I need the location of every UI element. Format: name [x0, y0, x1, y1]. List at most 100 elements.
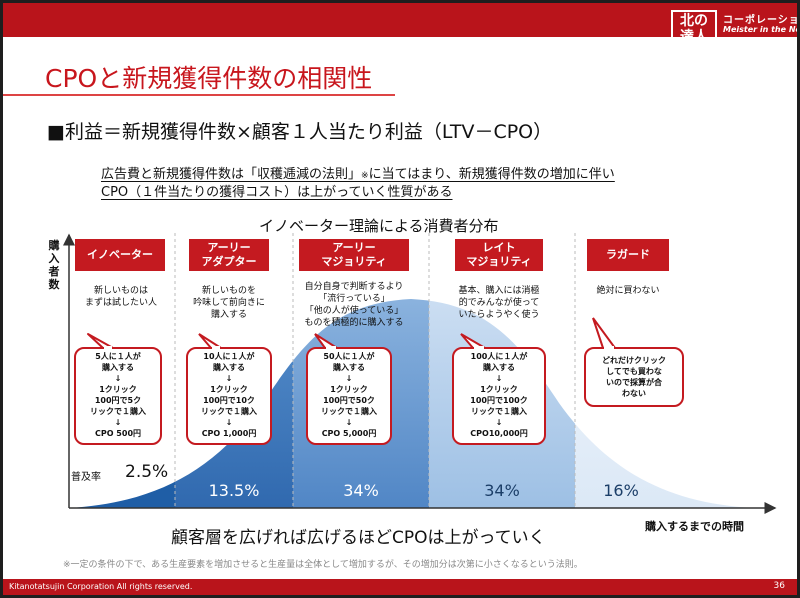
y-axis-label: 購 入 者 数	[47, 239, 61, 291]
segment-name-line: アダプター	[201, 255, 257, 268]
bubble-line: ↓	[225, 374, 233, 383]
segment-name-early-majority: アーリー マジョリティ	[299, 239, 409, 271]
desc-line: 絶対に買わない	[596, 286, 660, 296]
description-line-1: 広告費と新規獲得件数は「収穫逓減の法則」※に当てはまり、新規獲得件数の増加に伴い	[101, 163, 615, 182]
slide-title: CPOと新規獲得件数の相関性	[45, 64, 373, 93]
bubble-line: CPO 1,000円	[201, 429, 257, 438]
bubble-line: 購入する	[333, 363, 365, 372]
footnote: ※一定の条件の下で、ある生産要素を増加させると生産量は全体として増加するが、その…	[63, 560, 583, 570]
segment-name-late-majority: レイト マジョリティ	[455, 239, 543, 271]
bubble-line: ↓	[114, 374, 122, 383]
bubble-line: わない	[622, 389, 646, 398]
segment-name-early-adopter: アーリー アダプター	[189, 239, 269, 271]
bubble-line: CPO 500円	[94, 429, 142, 438]
description-line-2: CPO（１件当たりの獲得コスト）は上がっていく性質がある	[101, 185, 453, 200]
bubble-line: 100人に１人が	[470, 352, 528, 361]
logo-line-2: 達人	[680, 29, 708, 45]
bubble-line: 1クリック	[210, 385, 248, 394]
segment-desc-early-majority: 自分自身で判断するより 「流行っている」 「他の人が使っている」 ものを積極的に…	[289, 281, 419, 329]
desc-line: 「流行っている」	[318, 294, 390, 304]
segment-name-line: ラガード	[606, 248, 650, 261]
percentage-early-majority: 34%	[343, 481, 379, 500]
bubble-line: 購入する	[483, 363, 515, 372]
y-axis-label-char: 数	[48, 278, 60, 291]
percentage-laggard: 16%	[603, 481, 639, 500]
percentage-early-adopter: 13.5%	[208, 481, 260, 500]
bubble-line: 1クリック	[99, 385, 137, 394]
title-underline	[3, 94, 395, 96]
y-axis-label-char: 入	[48, 252, 60, 265]
bubble-text-early-majority: 50人に１人が 購入する ↓ 1クリック 100円で50ク リックで１購入 ↓ …	[307, 351, 391, 439]
desc-line: 基本、購入には消極	[458, 286, 540, 296]
header-bar	[3, 3, 797, 37]
bubble-line: ↓	[495, 418, 503, 427]
segment-divider-lines	[174, 233, 576, 508]
bubble-line: 5人に１人が	[95, 352, 141, 361]
bubble-line: 100円で50ク	[323, 396, 375, 405]
bubble-line: ↓	[345, 374, 353, 383]
bubble-line: リックで１購入	[201, 407, 257, 416]
bubble-line: 100円で100ク	[470, 396, 528, 405]
x-axis-label: 購入するまでの時間	[645, 520, 744, 533]
bubble-line: ↓	[345, 418, 353, 427]
copyright-text: Kitanotatsujin Corporation All rights re…	[9, 582, 193, 591]
bubble-line: ↓	[495, 374, 503, 383]
bubble-line: 1クリック	[480, 385, 518, 394]
description-note-mark: ※	[361, 171, 369, 181]
bubble-line: CPO10,000円	[470, 429, 528, 438]
desc-line: いたらようやく使う	[458, 310, 540, 320]
percentage-late-majority: 34%	[484, 481, 520, 500]
page-number: 36	[773, 581, 785, 591]
desc-line: 吟味して前向きに	[193, 298, 265, 308]
bubble-line: いので採算が合	[606, 378, 662, 387]
bubble-line: ↓	[225, 418, 233, 427]
percentage-innovator: 2.5%	[125, 462, 169, 482]
description-line-1-rest: に当てはまり、新規獲得件数の増加に伴い	[368, 167, 615, 182]
desc-line: 購入する	[210, 310, 247, 320]
desc-line: 新しいものを	[201, 286, 256, 296]
cpo-speech-bubbles	[74, 317, 684, 445]
y-axis-label-char: 者	[48, 265, 60, 278]
bubble-line: 50人に１人が	[323, 352, 375, 361]
desc-line: 新しいものは	[93, 286, 148, 296]
bubble-text-early-adopter: 10人に１人が 購入する ↓ 1クリック 100円で10ク リックで１購入 ↓ …	[187, 351, 271, 439]
bubble-line: 購入する	[102, 363, 134, 372]
diagram-title: イノベーター理論による消費者分布	[259, 217, 499, 235]
bubble-line: 1クリック	[330, 385, 368, 394]
adoption-curve-diagram	[63, 233, 777, 514]
bubble-text-late-majority: 100人に１人が 購入する ↓ 1クリック 100円で100ク リックで１購入 …	[453, 351, 545, 439]
segment-name-innovator: イノベーター	[75, 239, 165, 271]
bubble-line: リックで１購入	[321, 407, 377, 416]
bubble-line: どれだけクリック	[602, 356, 666, 365]
segment-desc-late-majority: 基本、購入には消極 的でみんなが使って いたらようやく使う	[443, 285, 555, 321]
bubble-text-innovator: 5人に１人が 購入する ↓ 1クリック 100円で5ク リックで１購入 ↓ CP…	[75, 351, 161, 439]
desc-line: ものを積極的に購入する	[304, 318, 404, 328]
bubble-line: リックで１購入	[471, 407, 527, 416]
segment-name-line: レイト	[482, 241, 516, 254]
bubble-line: してでも買わな	[606, 367, 662, 376]
bubble-tail-masks	[104, 346, 614, 351]
desc-line: まずは試したい人	[84, 298, 157, 308]
description-line-1-main: 広告費と新規獲得件数は「収穫逓減の法則」	[101, 167, 362, 182]
bubble-line: 10人に１人が	[203, 352, 255, 361]
bubble-line: CPO 5,000円	[321, 429, 377, 438]
footer-bar: Kitanotatsujin Corporation All rights re…	[3, 579, 797, 595]
bubble-line: リックで１購入	[90, 407, 146, 416]
segment-name-line: マジョリティ	[466, 255, 532, 268]
segment-desc-early-adopter: 新しいものを 吟味して前向きに 購入する	[179, 285, 279, 321]
desc-line: 「他の人が使っている」	[304, 306, 404, 316]
segment-desc-innovator: 新しいものは まずは試したい人	[75, 285, 167, 309]
segment-name-line: アーリー	[207, 241, 251, 254]
brand-name: コーポレーション	[723, 15, 797, 26]
adoption-rate-label: 普及率	[71, 472, 101, 483]
desc-line: 的でみんなが使って	[458, 298, 540, 308]
desc-line: 自分自身で判断するより	[304, 282, 404, 292]
y-axis-label-char: 購	[48, 239, 60, 252]
segment-desc-laggard: 絶対に買わない	[587, 285, 669, 297]
segment-name-line: マジョリティ	[321, 255, 387, 268]
bubble-line: 100円で10ク	[203, 396, 255, 405]
slide: 北の 達人 コーポレーション Meister in the North CPOと…	[3, 3, 797, 595]
company-logo: 北の 達人	[671, 10, 717, 48]
logo-line-1: 北の	[680, 13, 708, 29]
brand-tagline: Meister in the North	[723, 25, 797, 34]
